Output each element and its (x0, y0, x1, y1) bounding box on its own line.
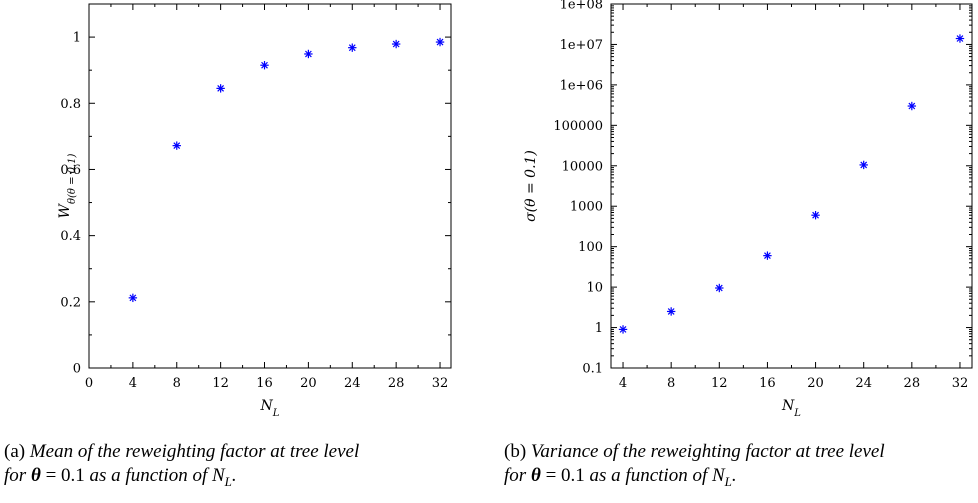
y-tick-label: 10000 (562, 159, 603, 174)
y-tick-label: 0 (73, 362, 81, 377)
data-point (763, 251, 772, 260)
plot-frame (88, 3, 452, 369)
y-axis-label: Wθ(θ = 0.1) (57, 153, 78, 218)
data-point (391, 39, 401, 49)
caption-b-tag: (b) (504, 441, 527, 462)
x-tick-label: 32 (952, 376, 969, 391)
caption-b-middle: as a function of (589, 465, 708, 486)
y-tick-label: 1e+06 (560, 78, 603, 93)
x-tick-label: 8 (667, 376, 675, 391)
y-tick-label: 0.8 (60, 97, 81, 112)
x-tick-label: 12 (212, 376, 229, 391)
y-axis-label: σ(θ = 0.1) (523, 150, 539, 222)
caption-a-line1: Mean of the reweighting factor at tree l… (29, 441, 360, 462)
y-tick-label: 1000 (570, 200, 603, 215)
chart-mean-reweighting: 0 4 8 12 16 20 24 28 32 0 0.2 0.4 0.6 0.8 1 NL Wθ(θ = 0.… (57, 3, 452, 419)
x-tick-label: 4 (619, 376, 627, 391)
caption-a-middle: as a function of (89, 465, 208, 486)
x-tick-label: 0 (85, 376, 93, 391)
y-tick-label: 1e+07 (560, 38, 603, 53)
x-tick-label: 16 (759, 376, 776, 391)
caption-a-var: NL (211, 465, 232, 489)
data-point (435, 37, 445, 47)
data-point (955, 34, 965, 43)
y-tick-label: 100 (578, 240, 603, 255)
data-point (260, 61, 269, 70)
data-point (304, 49, 313, 59)
x-tick-label: 20 (300, 376, 317, 391)
data-point (128, 293, 138, 303)
x-tick-label: 20 (807, 376, 824, 391)
x-tick-label: 4 (129, 376, 137, 391)
data-point (859, 160, 868, 170)
x-tick-label: 16 (256, 376, 273, 391)
caption-a-theta: θ (30, 465, 41, 486)
data-point (348, 43, 357, 52)
data-point (618, 325, 628, 334)
data-point (172, 141, 181, 150)
x-tick-label: 24 (344, 376, 361, 391)
caption-b-theta: θ (530, 465, 541, 486)
caption-b-var-n: N (711, 465, 725, 486)
y-tick-label: 0.6 (60, 163, 81, 178)
data-point (666, 307, 676, 316)
plot-frame (610, 3, 973, 369)
x-tick-label: 28 (904, 376, 921, 391)
y-tick-label: 10 (586, 281, 603, 296)
data-point (216, 84, 225, 93)
y-tick-label: 0.2 (60, 295, 81, 310)
caption-b-var-sub: L (724, 473, 732, 489)
y-tick-label: 1 (595, 321, 603, 336)
x-axis-label: NL (260, 398, 280, 419)
chart-variance-reweighting: 4 8 12 16 20 24 28 32 0.1 1 10 100 1000 10000 100000 1e… (523, 0, 973, 419)
y-tick-label: 1 (73, 31, 81, 46)
caption-a-for: for (4, 465, 27, 486)
caption-a-var-sub: L (224, 473, 232, 489)
caption-a-end: . (231, 465, 237, 486)
caption-b-var: NL (711, 465, 732, 489)
caption-b-equals: = 0.1 (545, 465, 585, 486)
caption-b-line1: Variance of the reweighting factor at tr… (530, 441, 885, 462)
x-tick-label: 28 (388, 376, 405, 391)
caption-b-end: . (731, 465, 737, 486)
data-point (907, 101, 917, 111)
data-point (811, 210, 820, 220)
caption-a-var-n: N (211, 465, 225, 486)
x-tick-label: 12 (711, 376, 728, 391)
caption-b-for: for (504, 465, 527, 486)
caption-a-equals: = 0.1 (45, 465, 85, 486)
y-tick-label: 0.4 (60, 229, 81, 244)
x-axis-label: NL (781, 398, 801, 419)
x-tick-label: 24 (855, 376, 872, 391)
y-tick-label: 1e+08 (560, 0, 603, 13)
caption-a-tag: (a) (4, 441, 26, 462)
caption-b: (b) Variance of the reweighting factor a… (504, 440, 885, 494)
y-tick-label: 0.1 (582, 362, 603, 377)
y-tick-label: 100000 (553, 119, 603, 134)
x-tick-label: 8 (173, 376, 181, 391)
data-point (715, 283, 724, 293)
caption-a: (a) Mean of the reweighting factor at tr… (4, 440, 359, 494)
x-tick-label: 32 (432, 376, 449, 391)
